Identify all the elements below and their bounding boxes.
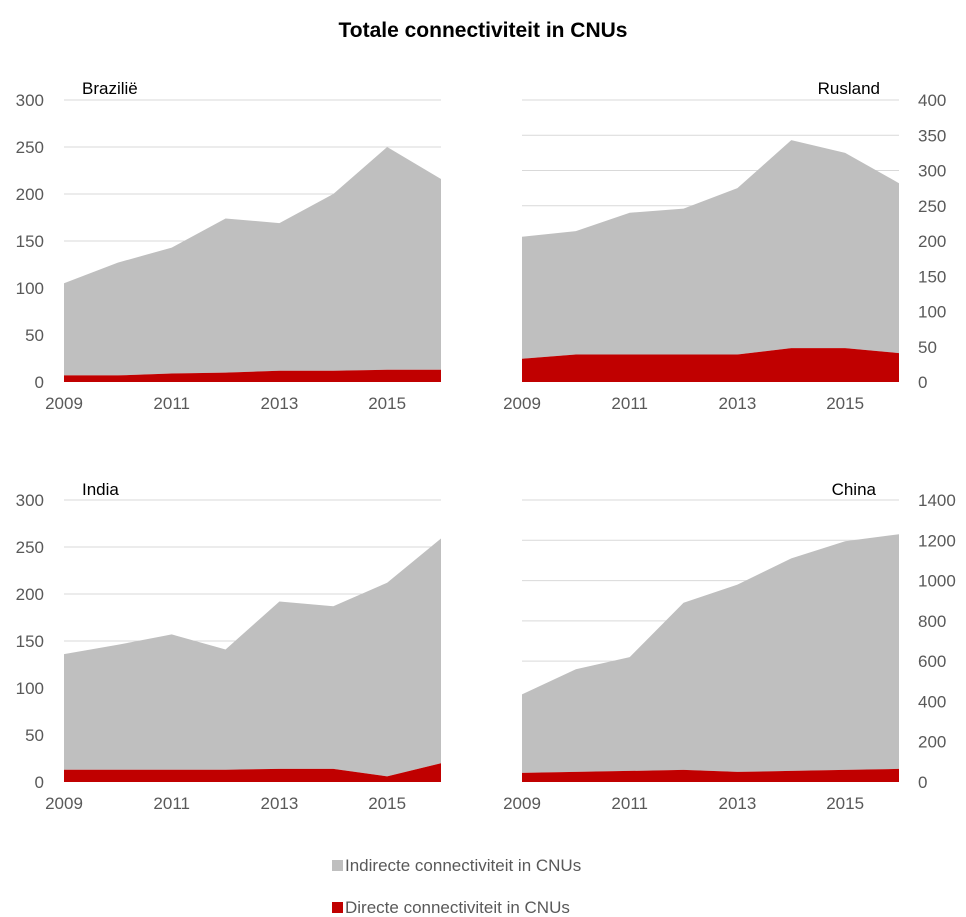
y-tick-label: 50 [918, 338, 937, 357]
panel-label: India [82, 480, 119, 499]
y-tick-label: 0 [35, 373, 44, 392]
y-tick-label: 250 [16, 538, 44, 557]
y-tick-label: 300 [16, 491, 44, 510]
y-tick-label: 1200 [918, 531, 956, 550]
x-tick-label: 2011 [611, 794, 648, 813]
panel-label: Brazilië [82, 79, 138, 98]
x-tick-label: 2013 [261, 394, 299, 413]
panel-1: 0 50 100 150 200 250 300 350 400 2009 2011 2013 2015… [503, 79, 946, 413]
panel-label: Rusland [818, 79, 880, 98]
y-tick-label: 200 [16, 585, 44, 604]
y-tick-label: 600 [918, 652, 946, 671]
x-tick-label: 2015 [826, 394, 864, 413]
area-direct [522, 768, 899, 782]
y-tick-label: 100 [918, 303, 946, 322]
area-direct [522, 348, 899, 382]
panel-0: 0 50 100 150 200 250 300 2009 2011 2013 2015 Brazil… [16, 79, 441, 413]
y-tick-label: 100 [16, 279, 44, 298]
y-tick-label: 400 [918, 692, 946, 711]
chart-panels: 0 50 100 150 200 250 300 2009 2011 2013 2015 Brazil… [16, 79, 956, 813]
x-tick-label: 2009 [503, 394, 541, 413]
y-tick-label: 1000 [918, 572, 956, 591]
x-tick-label: 2015 [368, 394, 406, 413]
y-tick-label: 150 [16, 232, 44, 251]
panel-label: China [832, 480, 877, 499]
area-direct [64, 763, 441, 782]
area-indirect [522, 140, 899, 359]
y-tick-label: 300 [16, 91, 44, 110]
y-tick-label: 200 [918, 232, 946, 251]
y-tick-label: 150 [918, 267, 946, 286]
y-tick-label: 200 [16, 185, 44, 204]
y-tick-label: 100 [16, 679, 44, 698]
legend-swatch-indirect [332, 860, 343, 871]
x-tick-label: 2011 [153, 794, 190, 813]
area-direct [64, 369, 441, 382]
x-tick-label: 2013 [719, 394, 757, 413]
y-tick-label: 350 [918, 126, 946, 145]
x-tick-label: 2009 [503, 794, 541, 813]
legend-label-indirect: Indirecte connectiviteit in CNUs [345, 856, 581, 875]
y-tick-label: 200 [918, 733, 946, 752]
y-tick-label: 1400 [918, 491, 956, 510]
y-tick-label: 0 [35, 773, 44, 792]
chart-title: Totale connectiviteit in CNUs [339, 19, 628, 42]
y-tick-label: 50 [25, 726, 44, 745]
area-indirect [64, 538, 441, 777]
panel-2: 0 50 100 150 200 250 300 2009 2011 2013 2015 India [16, 480, 441, 813]
x-tick-label: 2009 [45, 394, 83, 413]
x-tick-label: 2011 [153, 394, 190, 413]
legend-label-direct: Directe connectiviteit in CNUs [345, 898, 570, 917]
y-tick-label: 400 [918, 91, 946, 110]
y-tick-label: 250 [918, 197, 946, 216]
x-tick-label: 2013 [719, 794, 757, 813]
x-tick-label: 2015 [368, 794, 406, 813]
area-indirect [64, 147, 441, 376]
y-tick-label: 0 [918, 773, 927, 792]
y-tick-label: 0 [918, 373, 927, 392]
y-tick-label: 150 [16, 632, 44, 651]
x-tick-label: 2013 [261, 794, 299, 813]
x-tick-label: 2015 [826, 794, 864, 813]
y-tick-label: 300 [918, 162, 946, 181]
y-tick-label: 800 [918, 612, 946, 631]
x-tick-label: 2011 [611, 394, 648, 413]
x-tick-label: 2009 [45, 794, 83, 813]
area-indirect [522, 534, 899, 773]
legend: Indirecte connectiviteit in CNUs Directe… [332, 856, 581, 917]
panel-3: 0 200 400 600 800 1000 1200 1400 2009 2011 2013 201… [503, 480, 956, 813]
y-tick-label: 250 [16, 138, 44, 157]
y-tick-label: 50 [25, 326, 44, 345]
legend-swatch-direct [332, 902, 343, 913]
